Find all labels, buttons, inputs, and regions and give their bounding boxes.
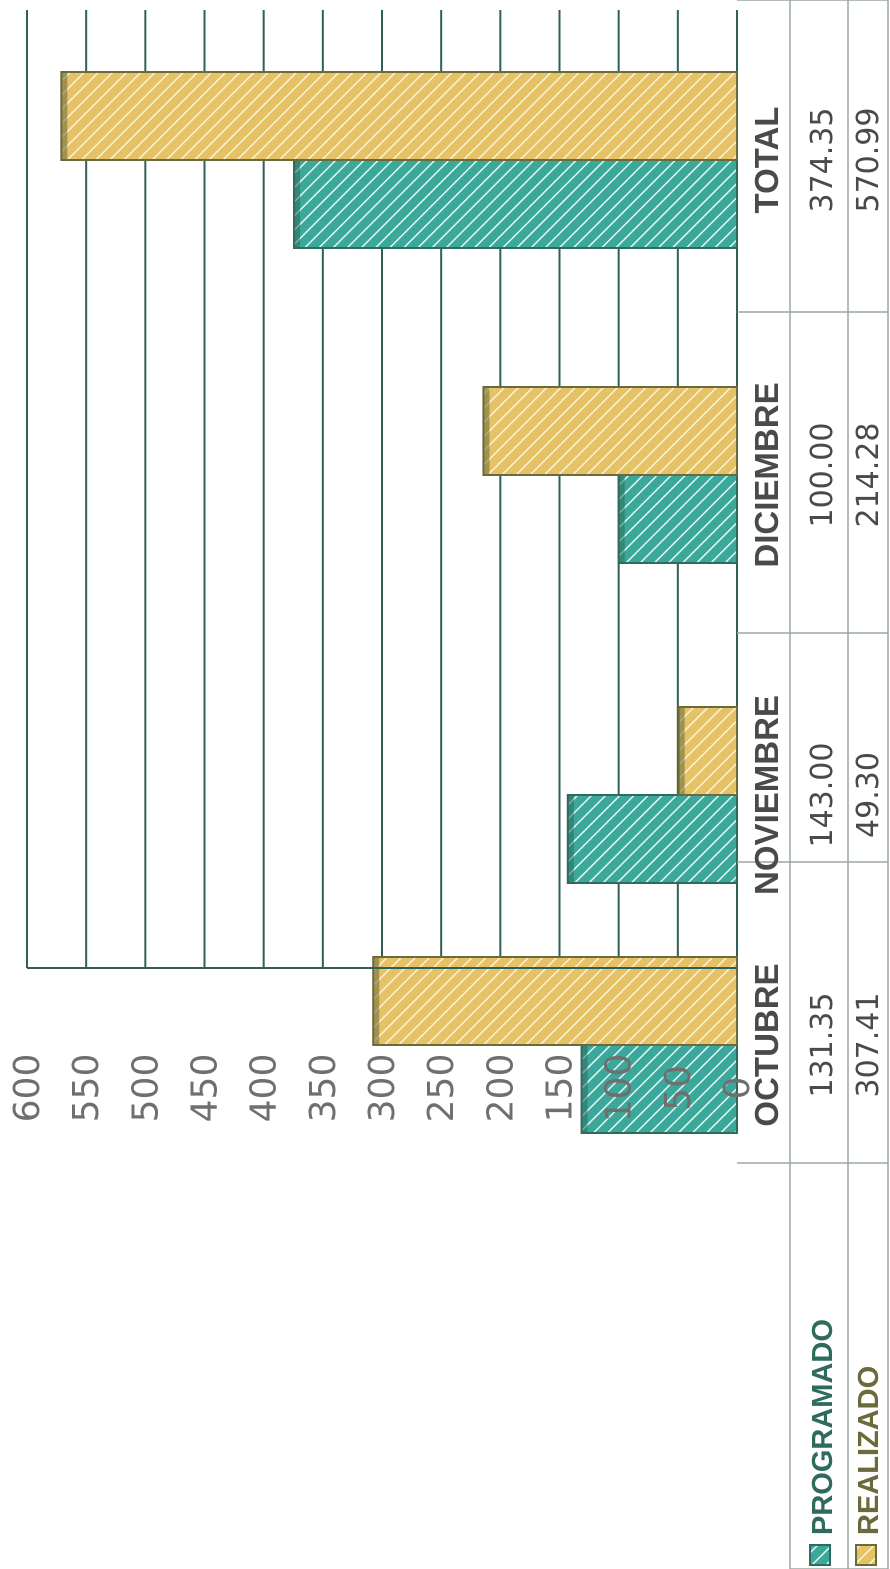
bar-edge (483, 387, 490, 475)
data-label: 131.35 (805, 993, 840, 1098)
bar-edge (678, 707, 685, 795)
bar-programado-octubre (580, 1044, 738, 1134)
data-label: 214.28 (851, 423, 886, 528)
bar-edge (618, 475, 625, 563)
data-label: 143.00 (805, 743, 840, 848)
category-label: TOTAL (748, 107, 785, 214)
bar-programado-noviembre (566, 794, 738, 884)
tick-labels: 0 50 100 150 200 250 300 350 400 450 500 550 600 (7, 1054, 758, 1123)
data-label: 307.41 (851, 993, 886, 1098)
tick-label: 50 (658, 1065, 699, 1111)
legend-label: PROGRAMADO (807, 1319, 839, 1535)
tick-label: 250 (421, 1054, 462, 1123)
tick-label: 200 (480, 1054, 521, 1123)
legend-label: REALIZADO (853, 1366, 885, 1535)
bar-realizado-noviembre (677, 706, 739, 796)
bar-edge (61, 72, 68, 160)
bar-edge (294, 160, 301, 248)
tick-label: 450 (185, 1054, 226, 1123)
legend-key (855, 1544, 877, 1566)
bar-programado-total (293, 159, 738, 249)
tick-label: 500 (125, 1054, 166, 1123)
data-label: 49.30 (851, 752, 886, 838)
bar-realizado-octubre (372, 956, 738, 1046)
data-label: 570.99 (851, 108, 886, 213)
data-label: 100.00 (805, 423, 840, 528)
bar-edge (581, 1045, 588, 1133)
tick-label: 150 (540, 1054, 581, 1123)
bars (60, 71, 739, 1134)
tick-label: 300 (362, 1054, 403, 1123)
bar-edge (373, 957, 380, 1045)
tick-label: 550 (66, 1054, 107, 1123)
tick-label: 0 (717, 1077, 758, 1100)
bar-realizado-total (60, 71, 739, 161)
bar-programado-diciembre (617, 474, 739, 564)
category-label: OCTUBRE (748, 963, 785, 1126)
category-label: NOVIEMBRE (748, 695, 785, 895)
bar-edge (567, 795, 574, 883)
tick-label: 600 (7, 1054, 48, 1123)
data-label: 374.35 (805, 108, 840, 213)
tick-label: 100 (599, 1054, 640, 1123)
tick-label: 400 (244, 1054, 285, 1123)
bar-realizado-diciembre (482, 386, 738, 476)
legend-key (809, 1544, 831, 1566)
tick-label: 350 (303, 1054, 344, 1123)
data-table: OCTUBRE 131.35 307.41 NOVIEMBRE 143.00 49.30 D… (737, 0, 889, 1569)
legend: PROGRAMADO REALIZADO (807, 1319, 885, 1566)
category-label: DICIEMBRE (748, 382, 785, 567)
